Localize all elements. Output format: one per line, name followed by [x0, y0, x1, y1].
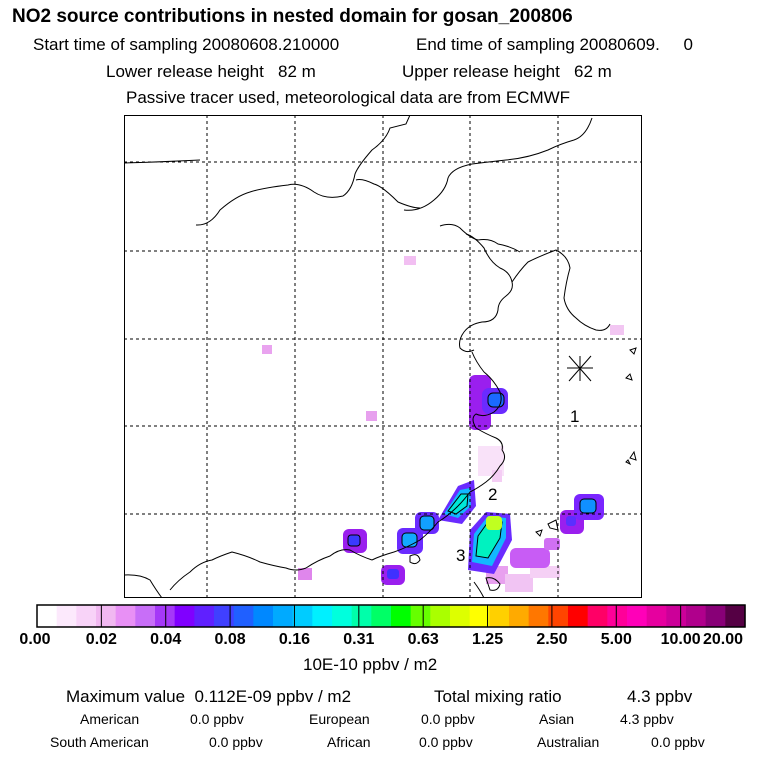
colorbar-tick-label: 0.04 — [150, 631, 182, 648]
source-value-australian: 0.0 ppbv — [651, 734, 705, 750]
colorbar-swatch — [686, 605, 707, 627]
colorbar-swatch — [292, 605, 313, 627]
colorbar-swatch — [509, 605, 530, 627]
colorbar-tick-label: 0.08 — [214, 631, 246, 648]
colorbar-swatch — [155, 605, 176, 627]
colorbar-swatch — [76, 605, 97, 627]
total-mixing-label: Total mixing ratio — [434, 687, 562, 706]
source-name-australian: Australian — [537, 734, 600, 750]
source-label-2: 2 — [488, 485, 498, 504]
colorbar-swatch — [489, 605, 510, 627]
map-frame — [124, 115, 642, 598]
colorbar-tick-label: 5.00 — [600, 631, 632, 648]
colorbar-tick-label: 0.31 — [343, 631, 375, 648]
colorbar-tick-label: 0.00 — [19, 631, 51, 648]
colorbar-swatch — [312, 605, 333, 627]
colorbar-tick-label: 10.00 — [660, 631, 701, 648]
colorbar-unit-label: 10E-10 ppbv / m2 — [303, 655, 438, 674]
colorbar-swatch — [548, 605, 569, 627]
colorbar-swatch — [37, 605, 58, 627]
upper-release-label: Upper release height 62 m — [402, 62, 612, 81]
colorbar-swatch — [450, 605, 471, 627]
colorbar-swatch — [430, 605, 451, 627]
colorbar-swatch — [627, 605, 648, 627]
colorbar-tick-label: 0.16 — [278, 631, 311, 648]
source-name-african: African — [327, 734, 371, 750]
colorbar-swatch — [174, 605, 195, 627]
colorbar-swatch — [273, 605, 294, 627]
colorbar-swatch — [705, 605, 726, 627]
colorbar-tick-label: 20.00 — [702, 631, 744, 648]
colorbar-swatch — [135, 605, 156, 627]
colorbar-swatch — [351, 605, 372, 627]
colorbar-tick-label: 2.50 — [536, 631, 568, 648]
source-value-asian: 4.3 ppbv — [620, 711, 674, 727]
colorbar — [36, 604, 746, 628]
colorbar-tick-label: 1.25 — [471, 631, 504, 648]
colorbar-swatch — [194, 605, 215, 627]
max-value-label: Maximum value 0.112E-09 ppbv / m2 — [66, 687, 352, 706]
receptor-star-icon — [567, 355, 593, 382]
colorbar-swatch — [56, 605, 77, 627]
colorbar-swatch — [666, 605, 687, 627]
source-name-south-american: South American — [50, 734, 149, 750]
colorbar-swatch — [96, 605, 117, 627]
colorbar-swatch — [410, 605, 431, 627]
colorbar-swatch — [725, 605, 746, 627]
start-time-label: Start time of sampling 20080608.210000 — [33, 35, 340, 54]
colorbar-swatch — [371, 605, 392, 627]
colorbar-frame — [36, 604, 746, 628]
plot-title: NO2 source contributions in nested domai… — [12, 6, 573, 27]
source-name-asian: Asian — [539, 711, 575, 727]
colorbar-swatch — [214, 605, 235, 627]
lower-release-label: Lower release height 82 m — [106, 62, 316, 81]
colorbar-swatch — [233, 605, 254, 627]
source-name-american: American — [80, 711, 140, 727]
source-label-3: 3 — [456, 546, 466, 565]
colorbar-swatch — [469, 605, 490, 627]
colorbar-swatch — [587, 605, 608, 627]
source-name-european: European — [309, 711, 370, 727]
colorbar-swatch — [568, 605, 589, 627]
end-time-label: End time of sampling 20080609. 0 — [416, 35, 693, 54]
source-value-african: 0.0 ppbv — [419, 734, 473, 750]
colorbar-swatch — [115, 605, 136, 627]
colorbar-swatch — [332, 605, 353, 627]
colorbar-tick-label: 0.63 — [407, 631, 439, 648]
map-gridlines — [124, 115, 642, 598]
source-value-european: 0.0 ppbv — [421, 711, 475, 727]
colorbar-swatch — [528, 605, 549, 627]
colorbar-swatch — [253, 605, 274, 627]
coastlines — [124, 115, 637, 598]
colorbar-swatch — [607, 605, 628, 627]
tracer-note: Passive tracer used, meteorological data… — [126, 88, 571, 107]
source-label-1: 1 — [570, 407, 580, 426]
colorbar-swatch — [646, 605, 667, 627]
source-value-american: 0.0 ppbv — [190, 711, 244, 727]
map-panel — [124, 115, 642, 598]
total-mixing-value: 4.3 ppbv — [627, 687, 693, 706]
colorbar-tick-label: 0.02 — [85, 631, 117, 648]
colorbar-swatch — [391, 605, 412, 627]
source-value-south-american: 0.0 ppbv — [209, 734, 263, 750]
